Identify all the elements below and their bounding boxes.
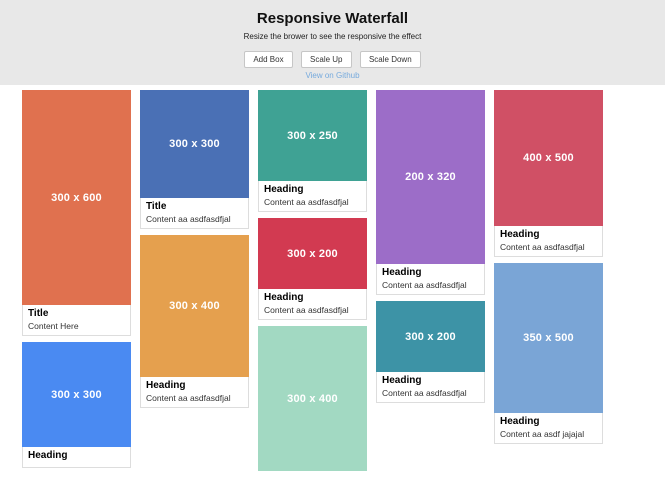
card-content: Content Here (28, 321, 79, 331)
waterfall-column-4: 200 x 320 Heading Content aa asdfasdfjal… (376, 90, 485, 409)
tile-size-label: 400 x 500 (523, 152, 574, 164)
card-content: Content aa asdfasdfjal (382, 280, 467, 290)
toolbar: Add Box Scale Up Scale Down (0, 49, 665, 68)
card-heading: Heading (500, 229, 540, 240)
tile-size-label: 300 x 300 (51, 388, 102, 401)
tile-image: 300 x 300 (140, 90, 249, 198)
tile-size-label: 300 x 400 (287, 392, 338, 405)
tile-image: 300 x 600 (22, 90, 131, 305)
card-heading: Heading (500, 416, 540, 427)
card-heading: Heading (264, 184, 304, 195)
waterfall-column-2: 300 x 300 Title Content aa asdfasdfjal 3… (140, 90, 249, 414)
waterfall-card: 400 x 500 Heading Content aa asdfasdfjal (494, 90, 603, 257)
card-caption: Title Content aa asdfasdfjal (140, 198, 249, 229)
waterfall-column-3: 300 x 250 Heading Content aa asdfasdfjal… (258, 90, 367, 477)
card-caption: Heading Content aa asdfasdfjal (258, 289, 367, 320)
waterfall-card: 350 x 500 Heading Content aa asdf jajaja… (494, 263, 603, 444)
waterfall-card: 300 x 300 Heading (22, 342, 131, 468)
card-heading: Heading (382, 267, 422, 278)
card-heading: Title (146, 201, 167, 212)
card-caption: Heading Content aa asdfasdfjal (376, 372, 485, 403)
card-content: Content aa asdf jajajal (500, 429, 585, 439)
tile-image: 300 x 300 (22, 342, 131, 447)
tile-image: 400 x 500 (494, 90, 603, 226)
waterfall-grid: 300 x 600 Title Content Here 300 x 300 H… (0, 85, 665, 477)
waterfall-column-5: 400 x 500 Heading Content aa asdfasdfjal… (494, 90, 603, 450)
page-subtitle: Resize the brower to see the responsive … (243, 32, 422, 41)
tile-size-label: 300 x 600 (51, 191, 102, 204)
waterfall-column-1: 300 x 600 Title Content Here 300 x 300 H… (22, 90, 131, 474)
tile-size-label: 200 x 320 (405, 171, 456, 183)
page-header: Responsive Waterfall Resize the brower t… (0, 0, 665, 85)
card-content: Content aa asdfasdfjal (146, 393, 231, 403)
card-heading: Heading (146, 380, 186, 391)
card-caption: Heading Content aa asdfasdfjal (258, 181, 367, 212)
tile-size-label: 300 x 200 (405, 330, 456, 343)
card-caption: Title Content Here (22, 305, 131, 336)
tile-size-label: 350 x 500 (523, 332, 574, 344)
card-caption: Heading Content aa asdfasdfjal (140, 377, 249, 408)
tile-image: 200 x 320 (376, 90, 485, 264)
card-caption: Heading (22, 447, 131, 468)
card-content: Content aa asdfasdfjal (146, 214, 231, 224)
tile-size-label: 300 x 400 (169, 300, 220, 312)
waterfall-card: 300 x 200 Heading Content aa asdfasdfjal (376, 301, 485, 403)
tile-size-label: 300 x 250 (287, 129, 338, 142)
card-heading: Heading (28, 450, 68, 461)
scale-up-button[interactable]: Scale Up (301, 51, 352, 68)
waterfall-card: 300 x 400 Heading Content aa asdfasdfjal (140, 235, 249, 408)
card-heading: Heading (264, 292, 304, 303)
tile-size-label: 300 x 200 (287, 247, 338, 260)
scale-down-button[interactable]: Scale Down (359, 51, 421, 68)
waterfall-card: 300 x 400 (258, 326, 367, 471)
tile-image: 300 x 200 (258, 218, 367, 289)
waterfall-card: 300 x 300 Title Content aa asdfasdfjal (140, 90, 249, 229)
card-content: Content aa asdfasdfjal (264, 197, 349, 207)
waterfall-card: 300 x 600 Title Content Here (22, 90, 131, 336)
card-content: Content aa asdfasdfjal (500, 242, 585, 252)
tile-image: 300 x 400 (258, 326, 367, 471)
tile-image: 350 x 500 (494, 263, 603, 413)
card-content: Content aa asdfasdfjal (264, 305, 349, 315)
card-caption: Heading Content aa asdf jajajal (494, 413, 603, 444)
page-title: Responsive Waterfall (256, 10, 409, 27)
tile-image: 300 x 250 (258, 90, 367, 181)
tile-image: 300 x 200 (376, 301, 485, 372)
card-heading: Heading (382, 375, 422, 386)
tile-size-label: 300 x 300 (169, 138, 220, 150)
tile-image: 300 x 400 (140, 235, 249, 377)
card-caption: Heading Content aa asdfasdfjal (494, 226, 603, 257)
card-caption: Heading Content aa asdfasdfjal (376, 264, 485, 295)
add-box-button[interactable]: Add Box (244, 51, 293, 68)
waterfall-card: 200 x 320 Heading Content aa asdfasdfjal (376, 90, 485, 295)
card-heading: Title (28, 308, 49, 319)
card-content: Content aa asdfasdfjal (382, 388, 467, 398)
github-link[interactable]: View on Github (305, 71, 360, 80)
waterfall-card: 300 x 200 Heading Content aa asdfasdfjal (258, 218, 367, 320)
waterfall-card: 300 x 250 Heading Content aa asdfasdfjal (258, 90, 367, 212)
